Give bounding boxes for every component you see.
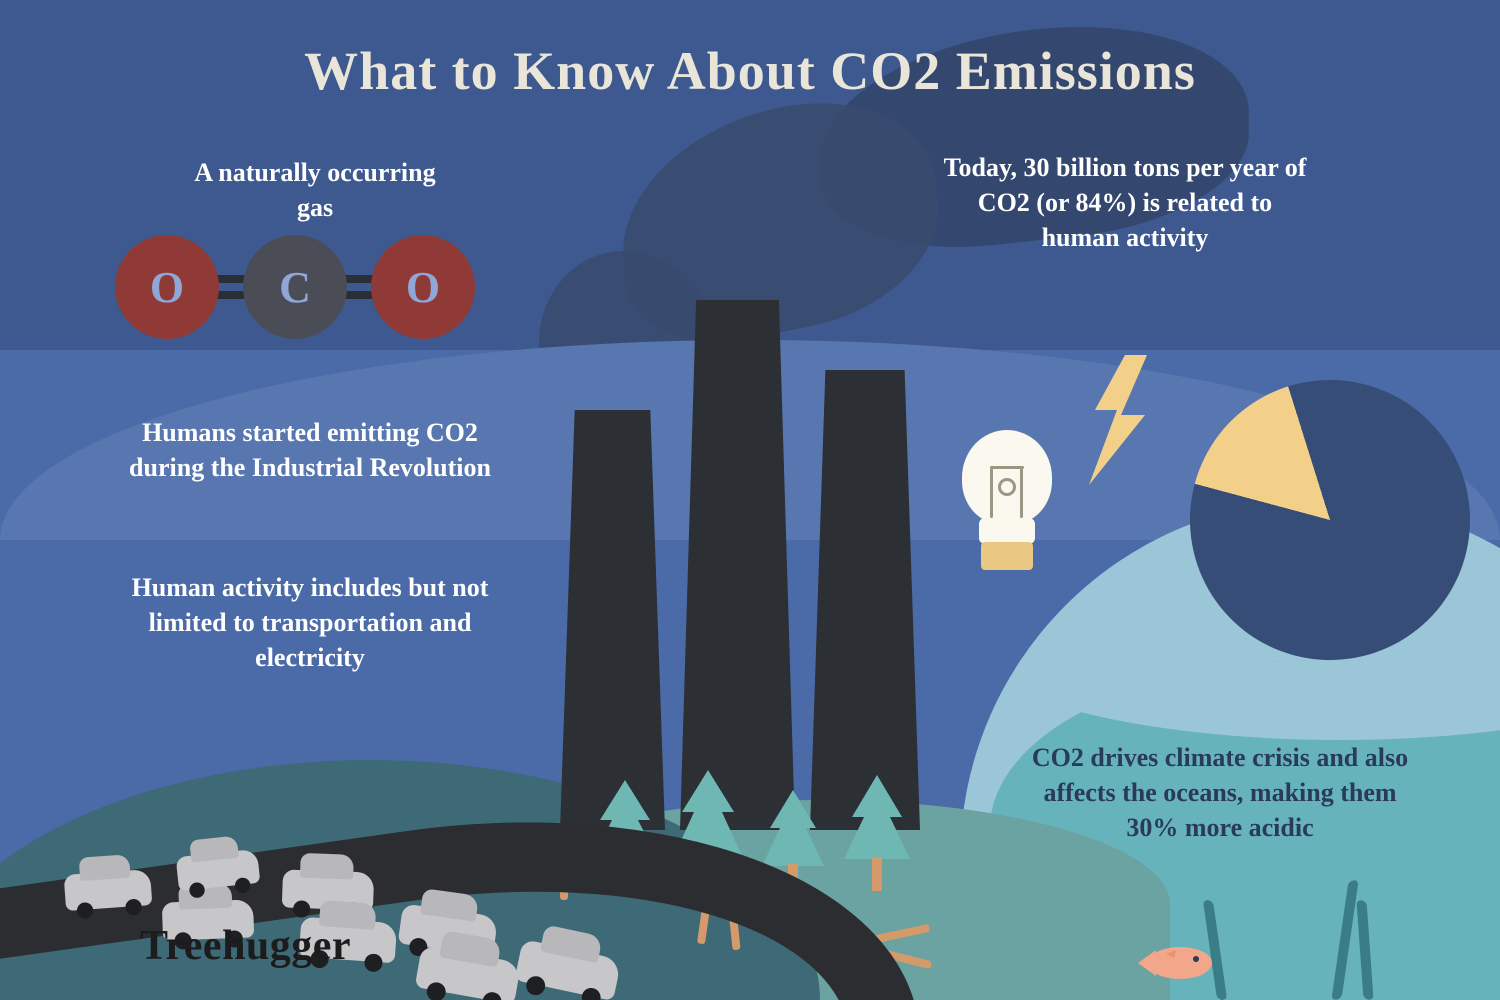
smokestack-icon xyxy=(560,410,665,830)
oxygen-atom: O xyxy=(371,235,475,339)
car-icon xyxy=(64,869,153,911)
oxygen-atom: O xyxy=(115,235,219,339)
fact-natural-gas: A naturally occurring gas xyxy=(175,155,455,225)
co2-molecule-icon: O C O xyxy=(115,235,475,355)
tree-icon xyxy=(840,775,914,893)
lightbulb-icon xyxy=(960,430,1055,580)
lightning-icon xyxy=(1085,355,1155,485)
page-title: What to Know About CO2 Emissions xyxy=(0,40,1500,102)
smokestack-icon xyxy=(810,370,920,830)
car-icon xyxy=(176,849,261,891)
smokestack-icon xyxy=(680,300,795,830)
fact-ocean-acidity: CO2 drives climate crisis and also affec… xyxy=(1020,740,1420,845)
brand-logo: Treehugger xyxy=(140,922,351,970)
infographic-canvas: What to Know About CO2 Emissions A natur… xyxy=(0,0,1500,1000)
fact-today-stats: Today, 30 billion tons per year of CO2 (… xyxy=(940,150,1310,255)
carbon-atom: C xyxy=(243,235,347,339)
fish-icon xyxy=(1130,940,1220,991)
fact-industrial-revolution: Humans started emitting CO2 during the I… xyxy=(115,415,505,485)
ocean-wave xyxy=(990,660,1500,740)
fact-human-activity: Human activity includes but not limited … xyxy=(115,570,505,675)
